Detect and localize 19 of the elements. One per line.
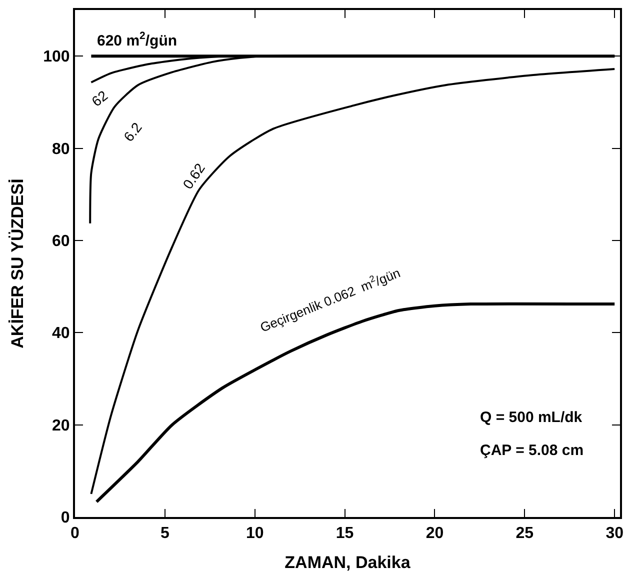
y-tick-label: 40 bbox=[52, 325, 70, 342]
y-tick-label: 80 bbox=[52, 140, 70, 158]
annotation: Q = 500 mL/dk bbox=[480, 409, 583, 426]
y-axis-title: AKİFER SU YÜZDESİ bbox=[8, 178, 28, 348]
x-tick-label: 5 bbox=[160, 525, 170, 542]
y-tick-label: 100 bbox=[43, 48, 70, 66]
x-tick-label: 10 bbox=[246, 525, 264, 542]
y-tick-label: 20 bbox=[52, 417, 70, 434]
x-tick-label: 25 bbox=[516, 525, 534, 542]
annotation: ÇAP = 5.08 cm bbox=[480, 442, 584, 459]
text: 6.2 bbox=[120, 119, 145, 145]
legend-label: 620 m$^{2}$/gün bbox=[97, 30, 178, 50]
text: 62 bbox=[88, 87, 111, 110]
x-tick-label: 30 bbox=[606, 525, 624, 542]
x-tick-label: 15 bbox=[336, 525, 354, 542]
y-tick-label: 60 bbox=[52, 233, 70, 250]
x-tick-label: 20 bbox=[426, 525, 444, 542]
x-axis-title: ZAMAN, Dakika bbox=[284, 553, 411, 572]
y-tick-label: 0 bbox=[60, 510, 70, 527]
